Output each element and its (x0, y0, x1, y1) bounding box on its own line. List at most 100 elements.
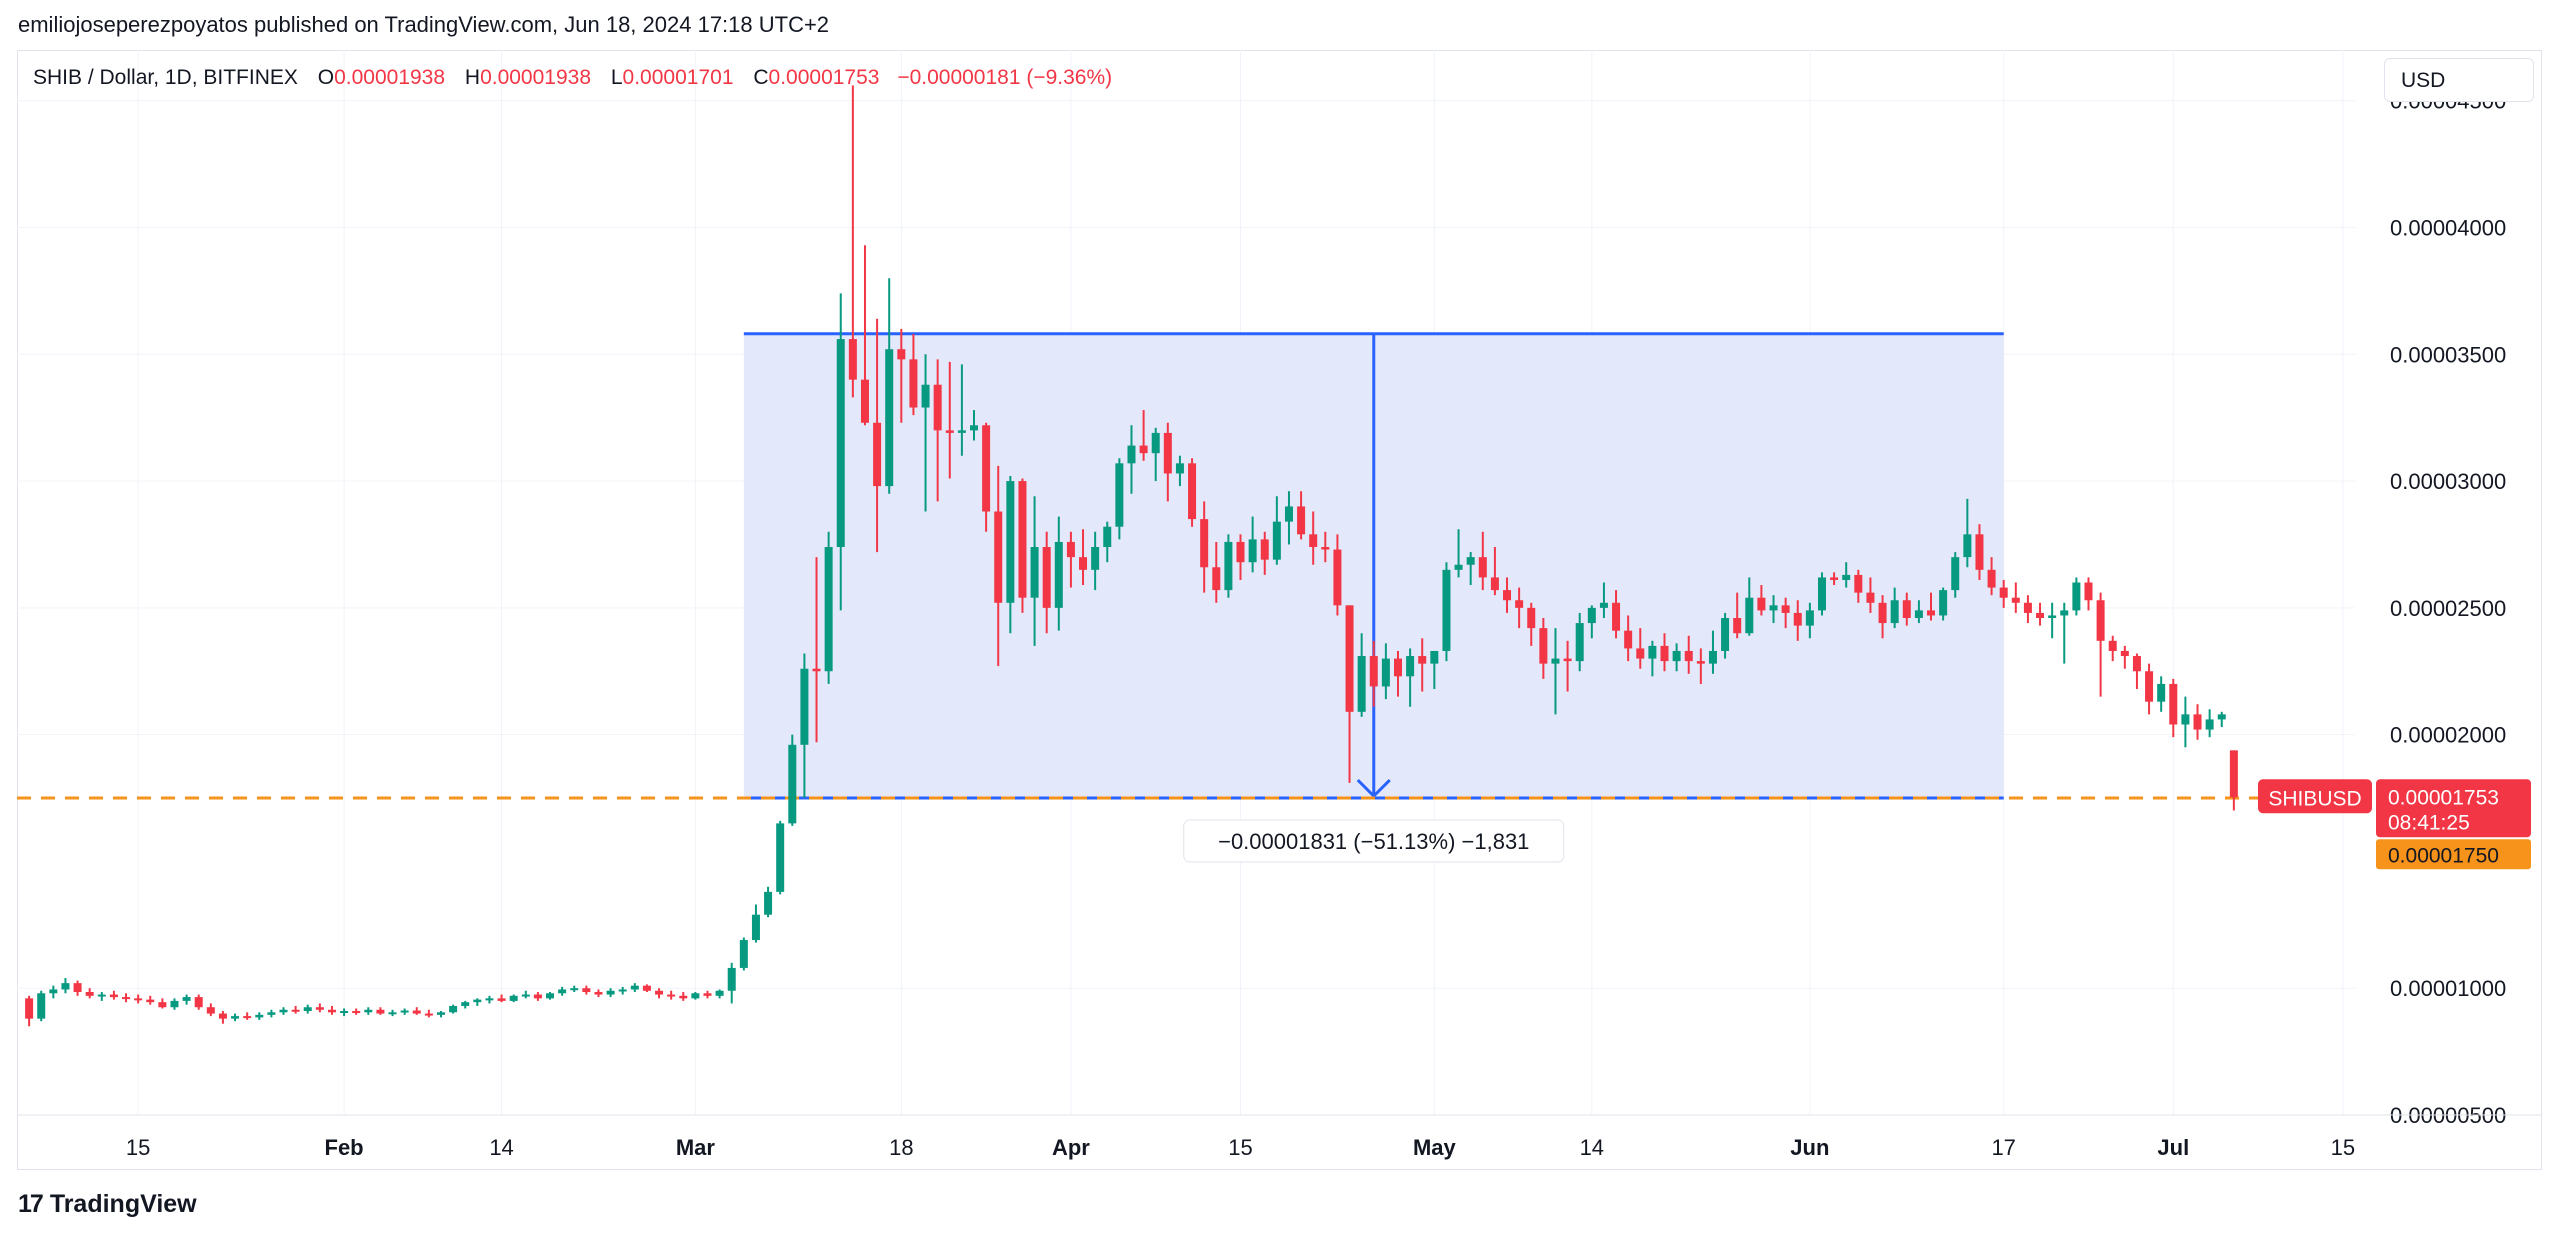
measure-label-box (1183, 819, 1565, 863)
candle-body (1515, 600, 1524, 608)
open-value: 0.00001938 (334, 66, 446, 89)
candle-body (1103, 526, 1112, 547)
candle-body (1284, 506, 1293, 522)
candle-body (109, 994, 118, 998)
candle-body (1963, 534, 1972, 558)
candle-body (1236, 541, 1245, 563)
candle-body (1188, 463, 1197, 520)
candle-body (1648, 645, 1657, 659)
x-tick-label: 15 (1228, 1135, 1252, 1160)
candle-body (933, 384, 942, 431)
candle-body (388, 1012, 397, 1015)
candle-body (1490, 577, 1499, 591)
candle-body (1817, 577, 1826, 611)
candle-body (1793, 612, 1802, 626)
candle-body (1478, 557, 1487, 578)
candle-body (642, 985, 651, 991)
candle-body (1696, 661, 1705, 664)
candle-body (873, 422, 882, 487)
candle-body (2120, 650, 2129, 657)
candle-body (1890, 600, 1899, 624)
candle-body (606, 990, 615, 995)
candle-body (134, 998, 143, 1001)
candle-body (994, 511, 1003, 603)
candle-body (2048, 615, 2057, 618)
candle-body (1042, 547, 1051, 608)
candle-body (267, 1012, 276, 1015)
candle-body (1345, 605, 1354, 712)
candle-body (2181, 714, 2190, 725)
symbol-name[interactable]: SHIB / Dollar, 1D, BITFINEX (33, 66, 298, 89)
x-tick-label: Jul (2157, 1135, 2189, 1160)
tradingview-logo-icon: 17 (18, 1190, 44, 1218)
candle-body (485, 998, 494, 1001)
candle-body (800, 668, 809, 745)
tradingview-logo[interactable]: 17 TradingView (18, 1190, 197, 1219)
candle-body (2193, 714, 2202, 730)
candle-body (1212, 567, 1221, 591)
candle-body (945, 430, 954, 433)
y-tick-label: 0.00004000 (2390, 216, 2506, 241)
x-tick-label: 17 (1991, 1135, 2015, 1160)
candle-body (1733, 618, 1742, 634)
candle-body (1612, 602, 1621, 631)
currency-selector[interactable]: USD (2384, 58, 2534, 102)
candle-body (473, 999, 482, 1003)
candle-body (1769, 605, 1778, 611)
candle-body (1987, 569, 1996, 588)
candle-body (1175, 463, 1184, 474)
candle-body (1805, 610, 1814, 626)
candle-body (1563, 658, 1572, 662)
chart-frame (17, 50, 2542, 1170)
x-tick-label: Jun (1790, 1135, 1829, 1160)
candle-body (739, 940, 748, 968)
candle-body (1708, 650, 1717, 664)
symbol-legend: SHIB / Dollar, 1D, BITFINEX O0.00001938 … (33, 66, 1112, 90)
candle-body (315, 1007, 324, 1010)
candle-body (667, 994, 676, 997)
candle-body (812, 668, 821, 672)
candle-body (1599, 602, 1608, 608)
candle-body (97, 994, 106, 997)
candle-body (1902, 600, 1911, 618)
candle-body (73, 983, 82, 993)
candle-body (655, 990, 664, 995)
measure-label: −0.00001831 (−51.13%) −1,831 (1218, 829, 1529, 854)
x-tick-label: 14 (489, 1135, 513, 1160)
candle-body (1745, 597, 1754, 634)
candle-body (970, 425, 979, 431)
candle-body (1442, 569, 1451, 651)
low-value: 0.00001701 (622, 66, 734, 89)
candle-body (1914, 610, 1923, 618)
candle-body (982, 425, 991, 512)
change-value: −0.00000181 (−9.36%) (897, 66, 1113, 89)
candle-body (279, 1009, 288, 1013)
close-label: C (753, 66, 769, 89)
x-tick-label: Apr (1052, 1135, 1090, 1160)
last-price-tag (2376, 779, 2531, 838)
candle-body (1842, 574, 1851, 580)
candle-body (1030, 547, 1039, 598)
candle-body (303, 1007, 312, 1012)
candle-body (352, 1011, 361, 1014)
candle-body (1866, 592, 1875, 603)
candle-body (1454, 564, 1463, 570)
candle-body (2072, 582, 2081, 611)
candle-body (2023, 602, 2032, 613)
candle-body (1127, 445, 1136, 464)
candle-body (691, 993, 700, 999)
measure-tool: −0.00001831 (−51.13%) −1,831 (743, 332, 2004, 863)
candle-body (37, 993, 46, 1019)
candle-body (1357, 656, 1366, 712)
candle-body (376, 1009, 385, 1014)
candle-body (1624, 630, 1633, 649)
candle-body (2132, 656, 2141, 672)
x-tick-label: Mar (676, 1135, 716, 1160)
candle-body (61, 983, 70, 990)
candle-body (2108, 640, 2117, 651)
candle-body (776, 823, 785, 892)
countdown-label: 08:41:25 (2388, 811, 2470, 834)
candle-body (2205, 719, 2214, 730)
candle-body (885, 349, 894, 487)
